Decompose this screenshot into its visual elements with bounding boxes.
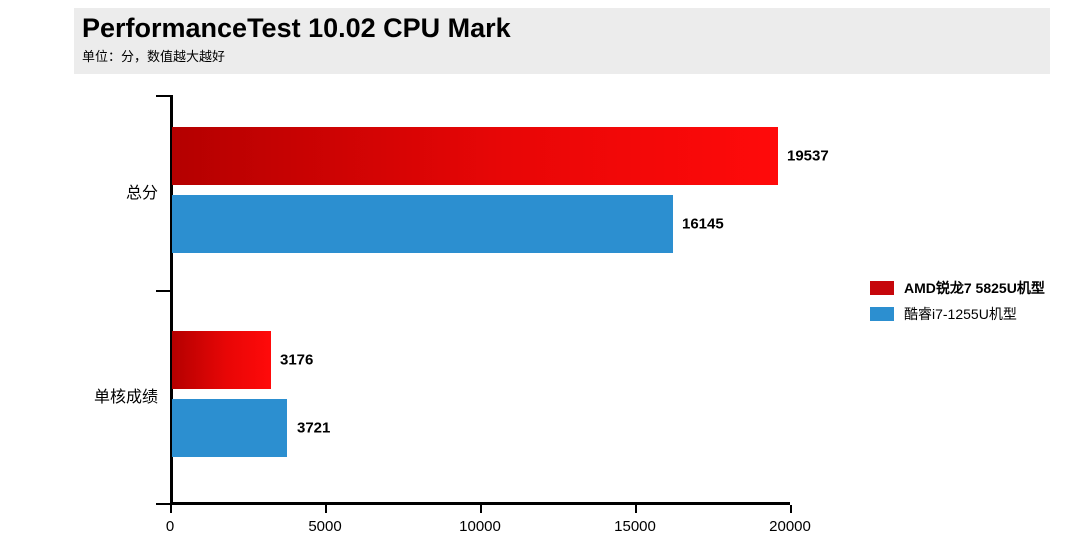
x-tick-label: 20000 <box>769 518 811 535</box>
x-tick <box>325 505 327 513</box>
category-label-total: 总分 <box>126 179 158 203</box>
y-separator <box>156 95 170 97</box>
x-tick-label: 0 <box>166 518 174 535</box>
legend-swatch-blue <box>870 307 894 321</box>
value-label-single-amd: 3176 <box>280 352 313 369</box>
chart-header: PerformanceTest 10.02 CPU Mark 单位：分，数值越大… <box>74 8 1050 74</box>
legend-swatch-red <box>870 281 894 295</box>
x-tick <box>170 505 172 513</box>
y-separator <box>156 290 170 292</box>
x-tick <box>635 505 637 513</box>
x-tick-label: 15000 <box>614 518 656 535</box>
x-tick <box>480 505 482 513</box>
legend-label-amd: AMD锐龙7 5825U机型 <box>904 278 1045 298</box>
bar-single-amd <box>172 331 271 389</box>
legend: AMD锐龙7 5825U机型 酷睿i7-1255U机型 <box>870 278 1045 330</box>
value-label-total-intel: 16145 <box>682 216 724 233</box>
value-label-total-amd: 19537 <box>787 148 829 165</box>
x-tick-label: 5000 <box>308 518 341 535</box>
y-separator <box>156 503 170 505</box>
legend-item-intel: 酷睿i7-1255U机型 <box>870 304 1045 324</box>
bar-total-intel <box>172 195 673 253</box>
x-tick <box>790 505 792 513</box>
bar-total-amd <box>172 127 778 185</box>
x-tick-label: 10000 <box>459 518 501 535</box>
value-label-single-intel: 3721 <box>297 420 330 437</box>
chart-plot-area: 0 5000 10000 15000 20000 总分 单核成绩 19537 1… <box>170 95 790 505</box>
chart-subtitle: 单位：分，数值越大越好 <box>82 46 1050 65</box>
category-label-single: 单核成绩 <box>94 383 158 407</box>
legend-item-amd: AMD锐龙7 5825U机型 <box>870 278 1045 298</box>
legend-label-intel: 酷睿i7-1255U机型 <box>904 304 1017 324</box>
chart-title: PerformanceTest 10.02 CPU Mark <box>82 14 1050 44</box>
bar-single-intel <box>172 399 287 457</box>
